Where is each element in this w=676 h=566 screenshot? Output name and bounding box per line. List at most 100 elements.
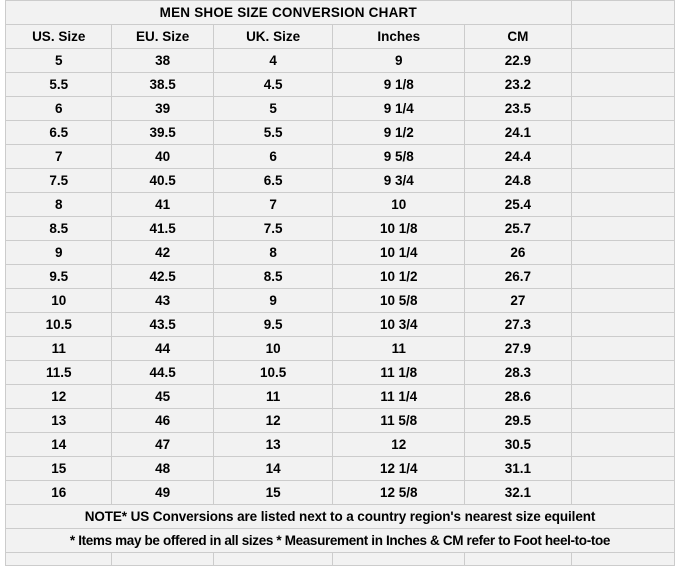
cell-cm[interactable]: 27.3 bbox=[464, 312, 572, 337]
cell-inches[interactable]: 9 5/8 bbox=[332, 144, 466, 169]
cell-uk-size[interactable]: 15 bbox=[212, 480, 334, 505]
cell-eu-size[interactable]: 49 bbox=[111, 480, 214, 505]
cell-us-size[interactable]: 8.5 bbox=[4, 216, 113, 241]
cell-eu-size[interactable]: 43.5 bbox=[111, 312, 214, 337]
cell-uk-size[interactable]: 12 bbox=[212, 408, 334, 433]
cell-uk-size[interactable]: 14 bbox=[212, 456, 334, 481]
cell-cm[interactable]: 24.4 bbox=[464, 144, 572, 169]
cell-us-size[interactable]: 8 bbox=[4, 192, 113, 217]
cell-cm[interactable]: 31.1 bbox=[464, 456, 572, 481]
cell-cm[interactable]: 27.9 bbox=[464, 336, 572, 361]
cell-cm[interactable]: 32.1 bbox=[464, 480, 572, 505]
cell-uk-size[interactable]: 7 bbox=[212, 192, 334, 217]
empty-cell[interactable] bbox=[570, 553, 676, 566]
cell-cm[interactable]: 26 bbox=[464, 240, 572, 265]
column-header-us-size[interactable]: US. Size bbox=[4, 24, 113, 49]
cell-eu-size[interactable]: 38.5 bbox=[111, 72, 214, 97]
cell-uk-size[interactable]: 6.5 bbox=[212, 168, 334, 193]
cell-cm[interactable]: 23.5 bbox=[464, 96, 572, 121]
cell-us-size[interactable]: 14 bbox=[4, 432, 113, 457]
cell-cm[interactable]: 22.9 bbox=[464, 48, 572, 73]
cell-uk-size[interactable]: 6 bbox=[212, 144, 334, 169]
column-header-cm[interactable]: CM bbox=[464, 24, 572, 49]
cell-uk-size[interactable]: 5 bbox=[212, 96, 334, 121]
cell-us-size[interactable]: 10.5 bbox=[4, 312, 113, 337]
cell-eu-size[interactable]: 43 bbox=[111, 288, 214, 313]
column-header-inches[interactable]: Inches bbox=[332, 24, 466, 49]
cell-inches[interactable]: 9 3/4 bbox=[332, 168, 466, 193]
cell-inches[interactable]: 11 1/8 bbox=[332, 360, 466, 385]
cell-us-size[interactable]: 15 bbox=[4, 456, 113, 481]
cell-us-size[interactable]: 16 bbox=[4, 480, 113, 505]
cell-uk-size[interactable]: 8 bbox=[212, 240, 334, 265]
cell-us-size[interactable]: 11 bbox=[4, 336, 113, 361]
cell-inches[interactable]: 9 1/2 bbox=[332, 120, 466, 145]
cell-us-size[interactable]: 6.5 bbox=[4, 120, 113, 145]
cell-us-size[interactable]: 5.5 bbox=[4, 72, 113, 97]
cell-cm[interactable]: 29.5 bbox=[464, 408, 572, 433]
cell-inches[interactable]: 12 bbox=[332, 432, 466, 457]
empty-cell[interactable] bbox=[212, 553, 334, 566]
cell-inches[interactable]: 10 1/2 bbox=[332, 264, 466, 289]
empty-cell[interactable] bbox=[4, 553, 113, 566]
cell-eu-size[interactable]: 40.5 bbox=[111, 168, 214, 193]
cell-cm[interactable]: 25.7 bbox=[464, 216, 572, 241]
cell-uk-size[interactable]: 9.5 bbox=[212, 312, 334, 337]
cell-eu-size[interactable]: 46 bbox=[111, 408, 214, 433]
cell-cm[interactable]: 28.6 bbox=[464, 384, 572, 409]
cell-eu-size[interactable]: 41.5 bbox=[111, 216, 214, 241]
cell-eu-size[interactable]: 48 bbox=[111, 456, 214, 481]
cell-cm[interactable]: 30.5 bbox=[464, 432, 572, 457]
cell-eu-size[interactable]: 45 bbox=[111, 384, 214, 409]
cell-inches[interactable]: 10 1/4 bbox=[332, 240, 466, 265]
cell-eu-size[interactable]: 40 bbox=[111, 144, 214, 169]
cell-inches[interactable]: 11 bbox=[332, 336, 466, 361]
cell-cm[interactable]: 24.8 bbox=[464, 168, 572, 193]
column-header-uk-size[interactable]: UK. Size bbox=[212, 24, 334, 49]
cell-inches[interactable]: 10 5/8 bbox=[332, 288, 466, 313]
cell-us-size[interactable]: 9 bbox=[4, 240, 113, 265]
cell-cm[interactable]: 27 bbox=[464, 288, 572, 313]
cell-inches[interactable]: 9 bbox=[332, 48, 466, 73]
cell-inches[interactable]: 9 1/4 bbox=[332, 96, 466, 121]
cell-us-size[interactable]: 11.5 bbox=[4, 360, 113, 385]
column-header-eu-size[interactable]: EU. Size bbox=[111, 24, 214, 49]
empty-cell[interactable] bbox=[332, 553, 466, 566]
cell-eu-size[interactable]: 39.5 bbox=[111, 120, 214, 145]
cell-eu-size[interactable]: 39 bbox=[111, 96, 214, 121]
cell-cm[interactable]: 26.7 bbox=[464, 264, 572, 289]
cell-inches[interactable]: 10 3/4 bbox=[332, 312, 466, 337]
cell-eu-size[interactable]: 42.5 bbox=[111, 264, 214, 289]
cell-uk-size[interactable]: 5.5 bbox=[212, 120, 334, 145]
cell-cm[interactable]: 25.4 bbox=[464, 192, 572, 217]
cell-uk-size[interactable]: 4 bbox=[212, 48, 334, 73]
cell-inches[interactable]: 11 1/4 bbox=[332, 384, 466, 409]
cell-eu-size[interactable]: 44 bbox=[111, 336, 214, 361]
cell-us-size[interactable]: 6 bbox=[4, 96, 113, 121]
cell-cm[interactable]: 23.2 bbox=[464, 72, 572, 97]
cell-us-size[interactable]: 12 bbox=[4, 384, 113, 409]
cell-inches[interactable]: 12 5/8 bbox=[332, 480, 466, 505]
cell-uk-size[interactable]: 9 bbox=[212, 288, 334, 313]
cell-cm[interactable]: 24.1 bbox=[464, 120, 572, 145]
cell-uk-size[interactable]: 13 bbox=[212, 432, 334, 457]
cell-inches[interactable]: 10 1/8 bbox=[332, 216, 466, 241]
cell-eu-size[interactable]: 38 bbox=[111, 48, 214, 73]
cell-cm[interactable]: 28.3 bbox=[464, 360, 572, 385]
cell-eu-size[interactable]: 42 bbox=[111, 240, 214, 265]
empty-cell[interactable] bbox=[111, 553, 214, 566]
cell-inches[interactable]: 9 1/8 bbox=[332, 72, 466, 97]
cell-uk-size[interactable]: 4.5 bbox=[212, 72, 334, 97]
cell-eu-size[interactable]: 47 bbox=[111, 432, 214, 457]
cell-us-size[interactable]: 5 bbox=[4, 48, 113, 73]
cell-uk-size[interactable]: 8.5 bbox=[212, 264, 334, 289]
cell-uk-size[interactable]: 7.5 bbox=[212, 216, 334, 241]
cell-uk-size[interactable]: 10.5 bbox=[212, 360, 334, 385]
cell-inches[interactable]: 12 1/4 bbox=[332, 456, 466, 481]
cell-eu-size[interactable]: 41 bbox=[111, 192, 214, 217]
cell-uk-size[interactable]: 11 bbox=[212, 384, 334, 409]
cell-us-size[interactable]: 9.5 bbox=[4, 264, 113, 289]
cell-us-size[interactable]: 7.5 bbox=[4, 168, 113, 193]
cell-us-size[interactable]: 7 bbox=[4, 144, 113, 169]
cell-eu-size[interactable]: 44.5 bbox=[111, 360, 214, 385]
